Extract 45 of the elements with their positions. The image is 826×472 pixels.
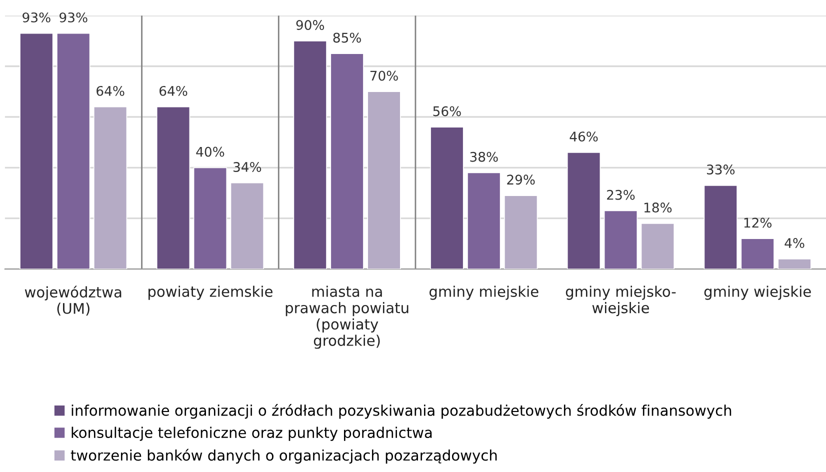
bar [330,53,364,270]
data-label: 38% [470,152,498,162]
data-label: 34% [234,162,262,172]
data-label: 64% [96,86,124,96]
bar [156,106,190,270]
bar [93,106,128,270]
bar [193,167,228,270]
bar [56,32,90,270]
bar [740,238,774,270]
legend-label: tworzenie banków danych o organizacjach pozarządowych [70,448,497,464]
bar [367,91,401,270]
bar [20,32,54,270]
data-label: 33% [706,164,735,175]
x-tick-label: gminy miejsko- wiejskie [566,286,676,316]
bar [604,210,638,270]
data-label: 70% [370,70,398,81]
data-label: 4% [784,238,804,248]
data-label: 23% [607,190,635,200]
data-label: 90% [296,20,324,30]
x-tick-label: gminy wiejskie [704,286,811,300]
bar [467,172,501,270]
data-label: 12% [744,218,772,228]
x-tick-label: miasta na prawach powiatu (powiaty grodzkie) [286,286,408,349]
data-label: 93% [22,12,50,22]
data-label: 46% [570,132,598,142]
bar [430,126,464,270]
bar [504,195,538,270]
data-label: 56% [433,106,461,116]
data-label: 64% [160,86,188,96]
bar [230,182,264,270]
data-label: 18% [644,202,672,213]
bar [566,152,601,270]
data-label: 85% [333,32,361,43]
bar [778,258,812,270]
data-label: 93% [60,12,88,22]
legend-label: informowanie organizacji o źródłach pozyskiwania pozabudżetowych środków finansowych [72,404,732,419]
bar [704,184,738,270]
x-tick-label: gminy miejskie [430,286,538,300]
legend-label: konsultacje telefoniczne oraz punkty poradnictwa [72,426,432,441]
x-tick-label: powiaty ziemskie [148,286,272,300]
data-label: 40% [196,146,224,157]
bar [640,222,675,270]
data-label: 29% [507,174,535,185]
bar [293,40,327,270]
x-tick-label: województwa (UM) [24,286,122,316]
